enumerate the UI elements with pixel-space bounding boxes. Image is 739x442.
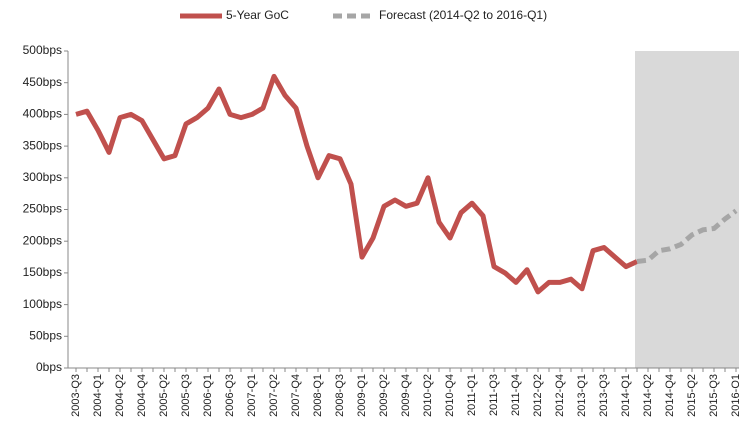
y-tick-label: 200bps: [23, 233, 62, 247]
y-tick-label: 400bps: [23, 107, 62, 121]
x-tick-label: 2015-Q2: [686, 374, 698, 417]
x-tick-label: 2009-Q4: [400, 374, 412, 417]
x-tick-label: 2014-Q4: [664, 374, 676, 417]
series-line: [636, 208, 738, 264]
x-tick-label: 2011-Q3: [488, 374, 500, 416]
x-tick-label: 2014-Q1: [620, 374, 632, 417]
x-tick-label: 2010-Q4: [444, 374, 456, 417]
x-tick-label: 2007-Q1: [246, 374, 258, 417]
x-tick-label: 2011-Q1: [466, 374, 478, 416]
y-tick-label: 150bps: [23, 265, 62, 279]
x-tick-label: 2012-Q2: [532, 374, 544, 417]
y-tick-label: 350bps: [23, 138, 62, 152]
x-tick-label: 2006-Q1: [202, 374, 214, 417]
x-tick-label: 2004-Q1: [92, 374, 104, 417]
x-tick-label: 2003-Q3: [70, 374, 82, 417]
x-tick-label: 2011-Q4: [510, 374, 522, 416]
x-tick-label: 2014-Q2: [642, 374, 654, 417]
x-tick-label: 2005-Q3: [180, 374, 192, 417]
legend-label: Forecast (2014-Q2 to 2016-Q1): [379, 8, 547, 22]
x-tick-label: 2012-Q4: [554, 374, 566, 417]
x-tick-label: 2010-Q2: [422, 374, 434, 417]
x-tick-label: 2007-Q2: [268, 374, 280, 417]
x-tick-label: 2009-Q2: [378, 374, 390, 417]
legend-item: Forecast (2014-Q2 to 2016-Q1): [333, 8, 547, 22]
legend-label: 5-Year GoC: [226, 8, 289, 22]
y-tick-label: 100bps: [23, 297, 62, 311]
x-tick-label: 2016-Q1: [730, 374, 739, 417]
x-tick-label: 2006-Q3: [224, 374, 236, 417]
x-tick-label: 2007-Q4: [290, 374, 302, 417]
series-line: [75, 73, 639, 295]
y-tick-label: 500bps: [23, 43, 62, 57]
y-tick-label: 450bps: [23, 75, 62, 89]
x-tick-label: 2004-Q4: [136, 374, 148, 417]
y-tick-label: 0bps: [36, 360, 62, 374]
x-tick-label: 2013-Q1: [576, 374, 588, 417]
x-tick-label: 2004-Q2: [114, 374, 126, 417]
y-tick-label: 300bps: [23, 170, 62, 184]
x-tick-label: 2005-Q2: [158, 374, 170, 417]
x-tick-label: 2015-Q3: [708, 374, 720, 417]
y-tick-label: 250bps: [23, 202, 62, 216]
x-tick-label: 2008-Q1: [312, 374, 324, 417]
x-tick-label: 2013-Q3: [598, 374, 610, 417]
forecast-region: [635, 51, 739, 368]
x-tick-label: 2008-Q3: [334, 374, 346, 417]
x-tick-label: 2009-Q1: [356, 374, 368, 417]
y-tick-label: 50bps: [29, 328, 62, 342]
legend-item: 5-Year GoC: [180, 8, 289, 22]
